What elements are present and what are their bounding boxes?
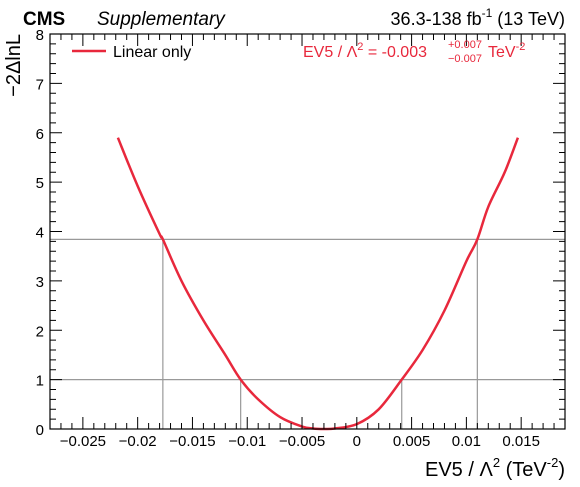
luminosity-label: 36.3-138 fb-1 (13 TeV) bbox=[391, 6, 565, 29]
x-tick-label: −0.02 bbox=[119, 433, 157, 450]
x-tick-label: 0.01 bbox=[452, 433, 481, 450]
x-axis-ticks: −0.025 −0.02 −0.015 −0.01 −0.005 0 0.005 0.01 0.… bbox=[49, 34, 555, 450]
y-tick-label: 0 bbox=[36, 422, 44, 439]
y-tick-label: 7 bbox=[36, 76, 44, 93]
y-tick-label: 4 bbox=[36, 225, 44, 242]
x-tick-label: −0.025 bbox=[60, 433, 106, 450]
plot-frame bbox=[49, 33, 566, 430]
y-tick-label: 6 bbox=[36, 126, 44, 143]
x-tick-label: 0.015 bbox=[502, 433, 540, 450]
series-line-0 bbox=[116, 137, 520, 431]
fit-error-down: −0.007 bbox=[448, 53, 482, 65]
cms-label: CMS bbox=[23, 9, 65, 30]
fit-unit: TeV-2 bbox=[488, 41, 525, 61]
legend-label: Linear only bbox=[113, 44, 191, 61]
x-tick-label: −0.005 bbox=[279, 433, 325, 450]
x-tick-label: −0.015 bbox=[169, 433, 215, 450]
legend: Linear only bbox=[72, 44, 191, 61]
y-tick-label: 5 bbox=[36, 175, 44, 192]
fit-result: EV5 / Λ2 = -0.003 bbox=[303, 41, 427, 61]
x-tick-label: −0.01 bbox=[228, 433, 266, 450]
y-tick-label: 3 bbox=[36, 274, 44, 291]
plot-area: −0.025 −0.02 −0.015 −0.01 −0.005 0 0.005 0.01 0.… bbox=[36, 27, 566, 450]
x-axis-label: EV5 / Λ2 (TeV-2) bbox=[425, 455, 565, 481]
y-axis-ticks: 0 1 2 3 4 5 6 7 8 bbox=[36, 27, 565, 439]
x-tick-label: 0.005 bbox=[393, 433, 431, 450]
y-axis-label: −2ΔlnL bbox=[3, 34, 25, 97]
fit-error-up: +0.007 bbox=[448, 39, 482, 51]
x-tick-label: 0 bbox=[353, 433, 361, 450]
y-tick-label: 1 bbox=[36, 373, 44, 390]
reference-lines bbox=[50, 238, 565, 429]
series-layer bbox=[116, 137, 520, 431]
supplementary-label: Supplementary bbox=[97, 9, 226, 30]
y-tick-label: 8 bbox=[36, 27, 44, 44]
y-tick-label: 2 bbox=[36, 323, 44, 340]
